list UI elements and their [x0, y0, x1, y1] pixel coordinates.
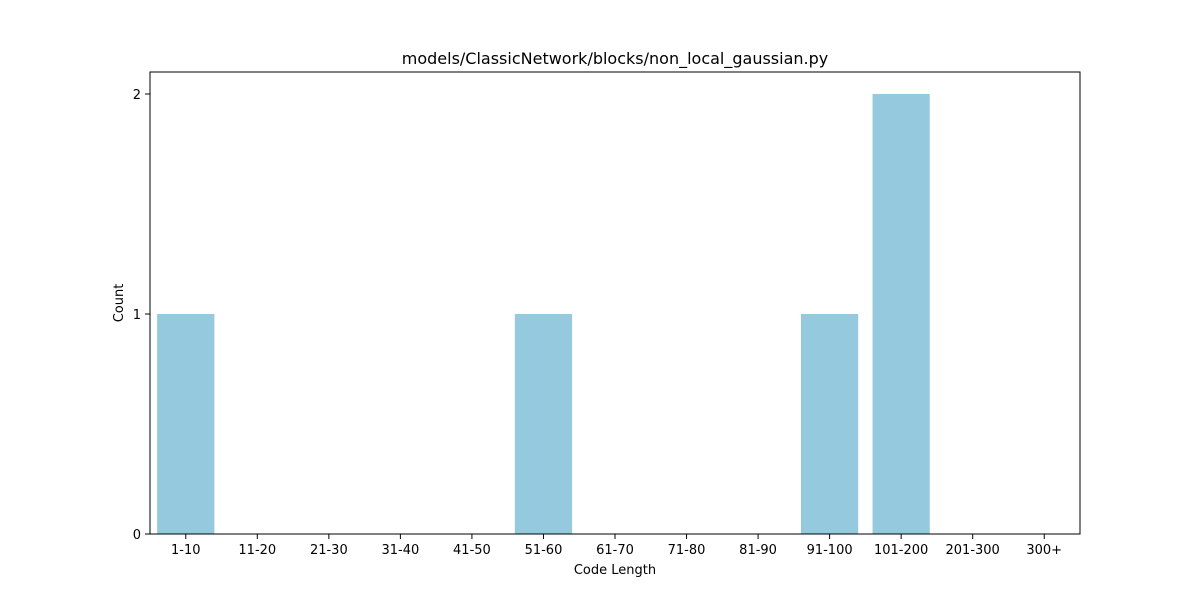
x-axis: 1-10 11-20 21-30 31-40 41-50 51-60 61-70 71-80 8… [171, 534, 1062, 558]
x-tick-label: 31-40 [381, 543, 419, 558]
y-tick-label: 1 [133, 308, 141, 323]
y-tick-label: 0 [133, 528, 141, 543]
chart-title: models/ClassicNetwork/blocks/non_local_g… [402, 49, 828, 69]
y-axis: 0 1 2 [133, 88, 150, 543]
y-tick-label: 2 [133, 88, 141, 103]
x-axis-label: Code Length [574, 563, 656, 578]
x-tick-label: 51-60 [525, 543, 563, 558]
bar-91-100 [801, 314, 859, 534]
x-tick-label: 71-80 [668, 543, 706, 558]
x-tick-label: 11-20 [238, 543, 276, 558]
bar-101-200 [872, 94, 930, 534]
bar-51-60 [514, 314, 573, 534]
plot-area-frame [149, 71, 1081, 535]
x-tick-label: 61-70 [596, 543, 634, 558]
x-tick-label: 101-200 [874, 543, 928, 558]
x-tick-label: 201-300 [946, 543, 1000, 558]
y-axis-label: Count [112, 284, 127, 323]
x-tick-label: 91-100 [807, 543, 853, 558]
x-tick-label: 21-30 [310, 543, 348, 558]
x-tick-label: 81-90 [739, 543, 777, 558]
x-tick-label: 41-50 [453, 543, 491, 558]
bar-1-10 [157, 314, 215, 534]
bars-group [157, 94, 930, 534]
x-tick-label: 1-10 [171, 543, 201, 558]
x-tick-label: 300+ [1026, 543, 1062, 558]
